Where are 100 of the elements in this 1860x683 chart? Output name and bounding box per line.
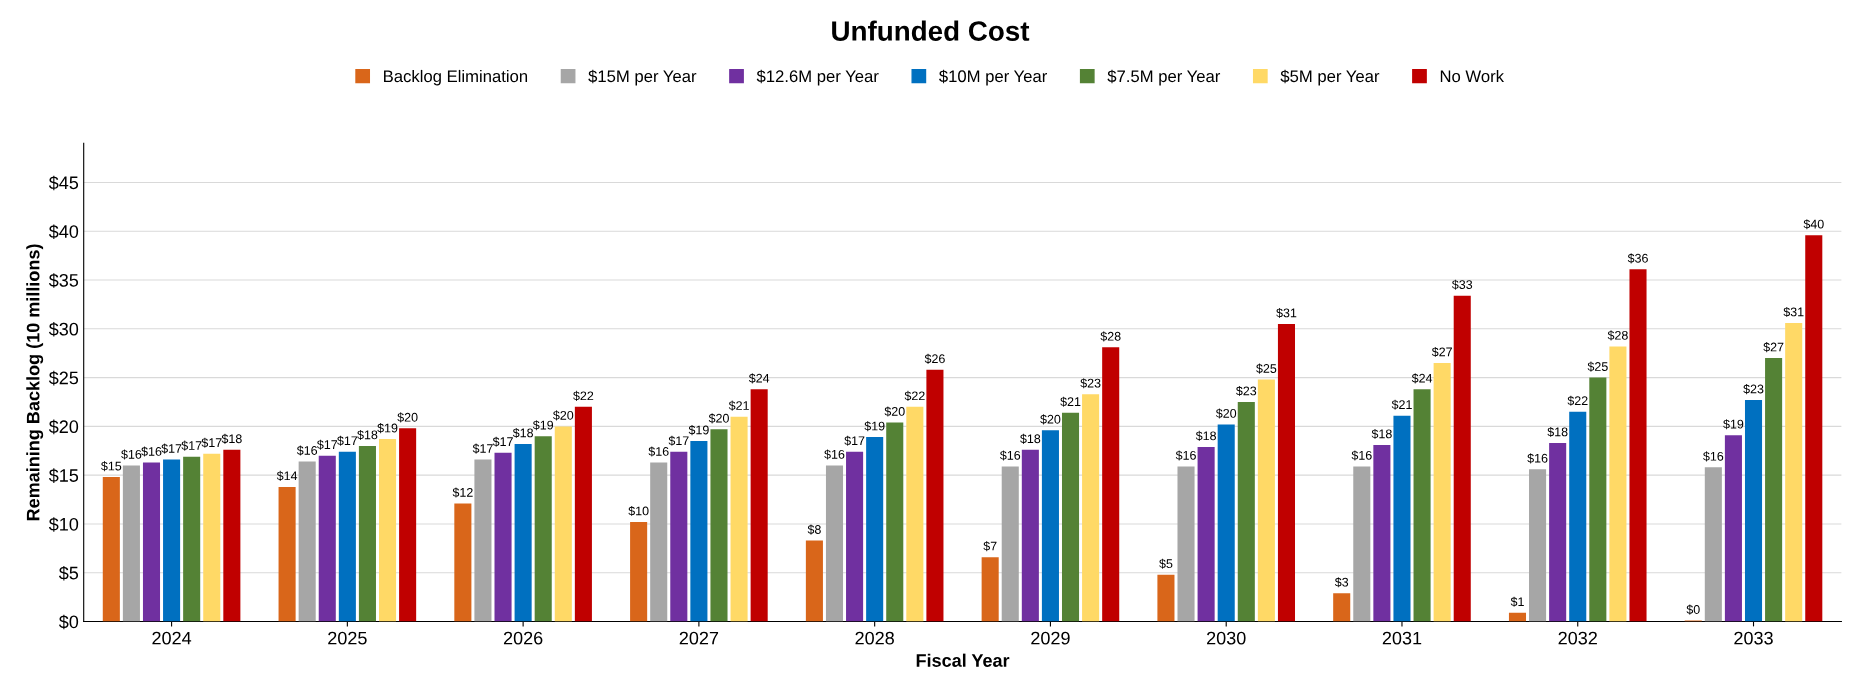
bar: [318, 455, 336, 622]
bar: [1785, 322, 1803, 622]
data-label: $27: [1431, 346, 1452, 358]
chart-title: Unfunded Cost: [832, 20, 1030, 41]
x-tick-label: 2029: [1031, 631, 1070, 645]
bar: [278, 486, 296, 622]
legend-label: $10M per Year: [939, 69, 1047, 86]
bar: [1277, 323, 1296, 622]
data-label: $17: [316, 439, 338, 450]
data-label: $16: [141, 446, 162, 457]
data-label: $25: [1587, 361, 1608, 372]
data-label: $40: [1803, 219, 1824, 230]
bar: [1197, 446, 1215, 622]
legend-label: $5M per Year: [1280, 69, 1380, 86]
x-tick-label: 2032: [1558, 631, 1597, 645]
data-label: $20: [884, 406, 905, 417]
bar: [1373, 444, 1391, 622]
data-label: $14: [276, 470, 298, 481]
bar: [1433, 362, 1451, 622]
data-label: $31: [1276, 307, 1297, 319]
bar: [886, 422, 904, 622]
data-label: $20: [1040, 414, 1061, 425]
bar: [630, 522, 648, 622]
legend-label: $12.6M per Year: [756, 69, 879, 86]
bar: [1529, 469, 1547, 622]
bar: [846, 451, 864, 622]
bar: [1157, 574, 1175, 622]
data-label: $27: [1763, 342, 1784, 353]
data-label: $33: [1451, 279, 1473, 290]
y-tick-label: $20: [48, 419, 79, 435]
bar: [906, 406, 924, 622]
bar: [1333, 593, 1351, 622]
data-label: $16: [824, 449, 845, 460]
y-tick-label: $30: [48, 321, 79, 337]
data-label: $18: [512, 427, 534, 439]
data-label: $18: [221, 433, 242, 444]
data-label: $18: [1547, 426, 1568, 438]
data-label: $18: [1020, 433, 1041, 444]
bar: [1393, 415, 1411, 622]
bar: [981, 557, 999, 622]
x-tick-label: 2031: [1382, 631, 1422, 645]
data-label: $28: [1100, 331, 1121, 342]
bar: [670, 451, 688, 622]
data-label: $17: [337, 435, 358, 446]
data-label: $16: [1351, 450, 1372, 461]
data-label: $16: [121, 449, 142, 460]
bar: [730, 416, 748, 622]
bar: [1061, 412, 1080, 622]
y-tick-label: $0: [58, 614, 79, 630]
data-label: $20: [397, 412, 418, 423]
bar: [710, 429, 728, 622]
bar: [574, 406, 592, 622]
data-label: $23: [1080, 378, 1101, 389]
bar: [1257, 379, 1275, 622]
data-label: $17: [161, 443, 182, 454]
y-tick-label: $35: [48, 273, 79, 288]
data-label: $16: [1175, 450, 1196, 461]
data-label: $22: [1567, 395, 1588, 406]
bar: [474, 459, 492, 622]
bar: [1549, 442, 1567, 622]
data-label: $16: [1527, 453, 1548, 464]
x-tick-label: 2024: [152, 631, 192, 645]
bar: [1569, 411, 1587, 622]
bar: [494, 452, 512, 622]
data-label: $16: [1703, 451, 1724, 462]
x-tick-label: 2033: [1734, 631, 1773, 645]
data-label: $36: [1627, 253, 1648, 264]
y-tick-label: $45: [48, 175, 79, 191]
bar: [1629, 269, 1647, 622]
bar: [514, 443, 532, 622]
data-label: $16: [296, 445, 318, 456]
data-label: $16: [648, 446, 669, 457]
data-label: $0: [1686, 604, 1700, 615]
bar: [1508, 612, 1527, 622]
data-label: $17: [181, 440, 202, 451]
data-label: $1: [1510, 596, 1524, 607]
data-label: $8: [807, 524, 821, 535]
x-tick-label: 2027: [679, 631, 719, 645]
bar: [454, 503, 472, 622]
bar: [825, 465, 844, 622]
x-tick-label: 2025: [328, 631, 367, 645]
bar: [1453, 295, 1471, 622]
data-label: $19: [532, 420, 554, 431]
data-label: $22: [904, 390, 925, 401]
legend-label: No Work: [1440, 69, 1505, 83]
bar: [1021, 449, 1039, 622]
data-label: $23: [1236, 385, 1257, 397]
data-label: $10: [628, 505, 649, 517]
data-label: $17: [472, 443, 493, 454]
data-label: $26: [924, 353, 945, 364]
bar: [298, 461, 316, 622]
bar: [122, 465, 140, 622]
bar: [1413, 389, 1431, 622]
data-label: $23: [1743, 384, 1764, 395]
data-label: $19: [688, 425, 709, 436]
legend-label: $15M per Year: [588, 69, 697, 86]
data-label: $28: [1607, 330, 1628, 341]
y-tick-label: $25: [48, 370, 79, 386]
bar: [750, 389, 768, 622]
bar: [534, 436, 552, 622]
